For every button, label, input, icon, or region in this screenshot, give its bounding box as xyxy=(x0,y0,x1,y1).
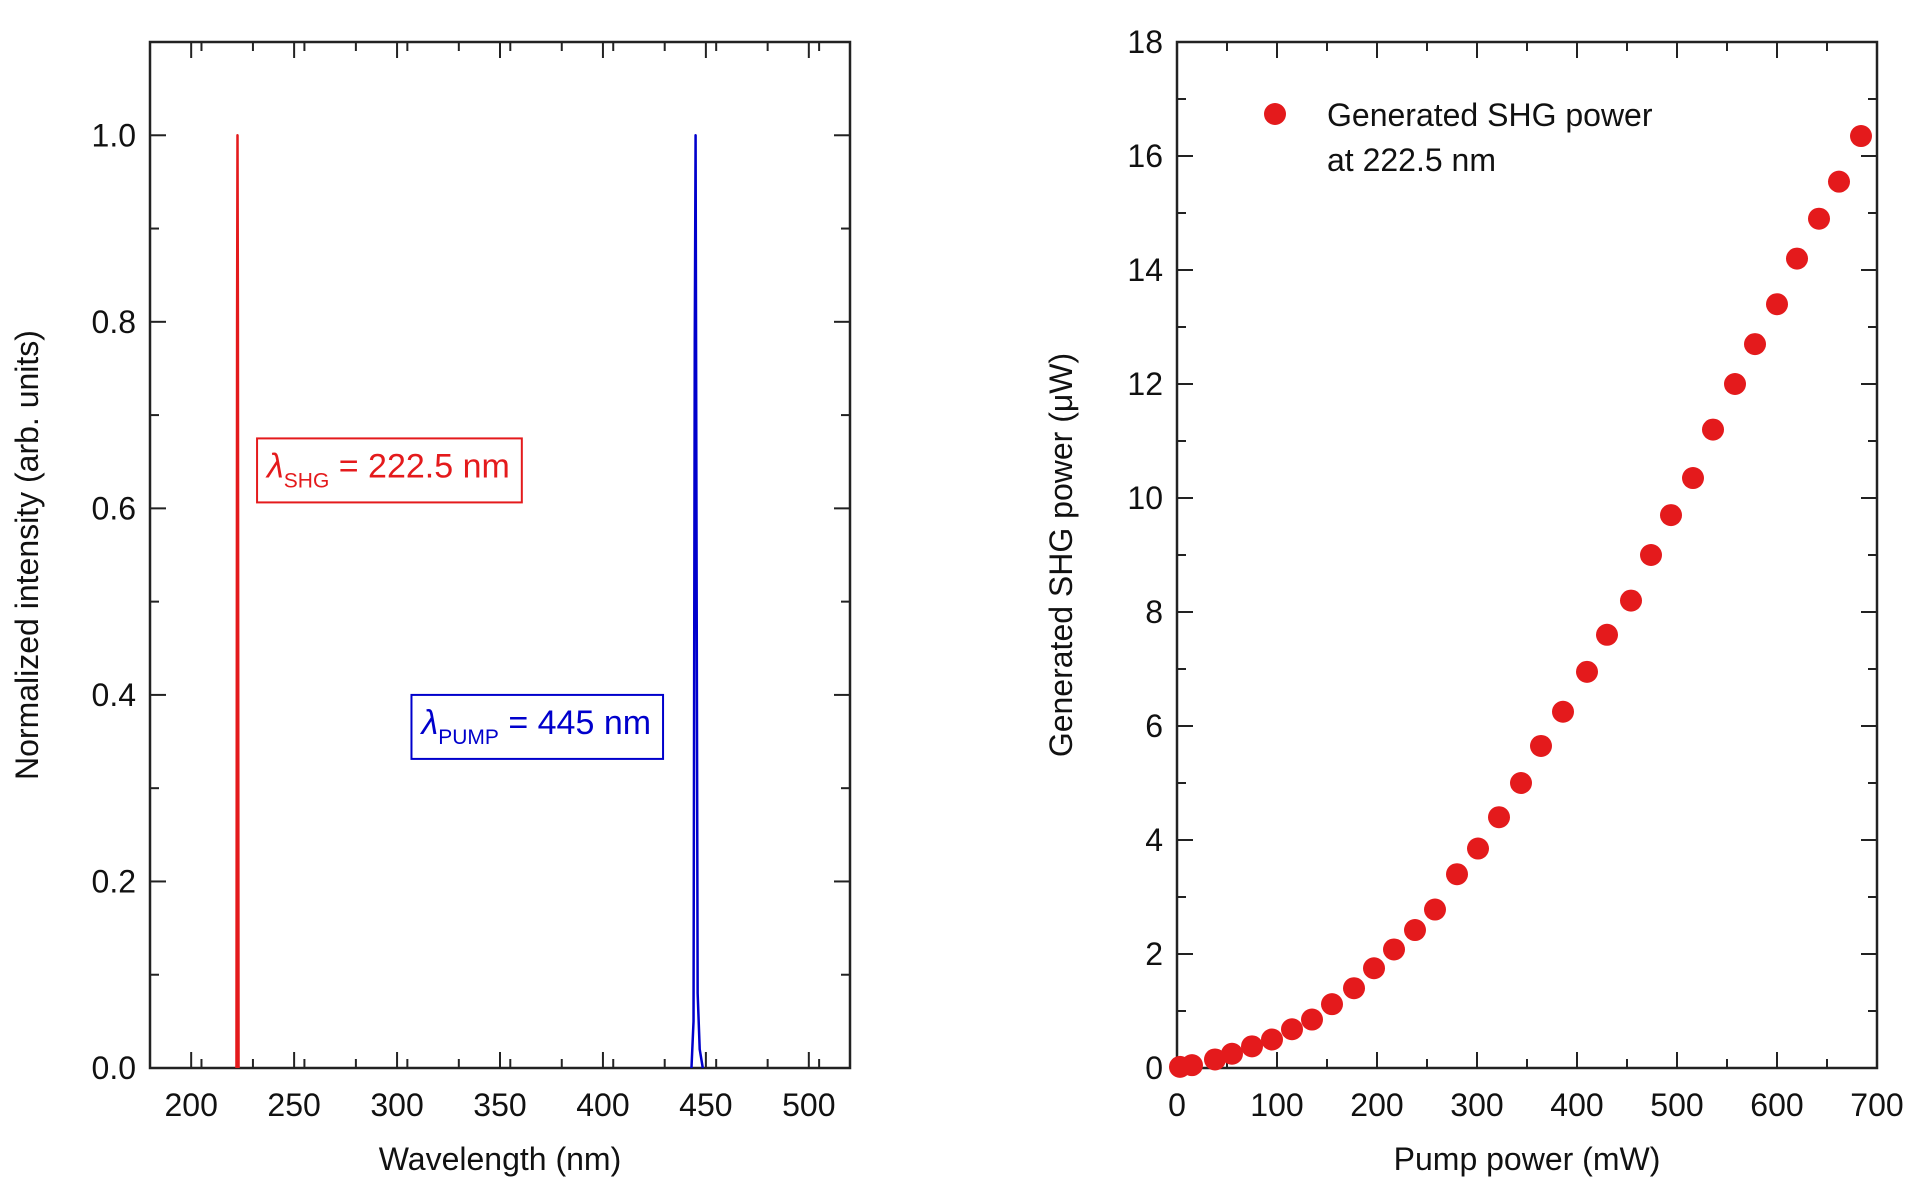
data-point xyxy=(1620,589,1642,612)
peak-label-2: λPUMP = 445 nm xyxy=(410,693,665,760)
data-point xyxy=(1221,1042,1243,1065)
data-point xyxy=(1261,1028,1283,1051)
data-point xyxy=(1850,125,1872,148)
data-point xyxy=(1424,898,1446,921)
data-point xyxy=(1576,660,1598,683)
x-tick-label: 200 xyxy=(1350,1087,1403,1123)
y-tick-label: 12 xyxy=(1127,366,1163,402)
data-point xyxy=(1766,293,1788,316)
lambda-subscript: SHG xyxy=(284,469,330,492)
data-point xyxy=(1181,1054,1203,1077)
data-point xyxy=(1596,623,1618,646)
peak-value-text: = 445 nm xyxy=(499,704,651,742)
x-tick-label: 500 xyxy=(1650,1087,1703,1123)
x-tick-label: 350 xyxy=(473,1087,526,1123)
data-point xyxy=(1343,977,1365,1000)
y-tick-label: 18 xyxy=(1127,24,1163,60)
plot-frame xyxy=(1175,40,1879,1070)
data-point xyxy=(1702,418,1724,441)
lambda-symbol: λ xyxy=(265,447,284,485)
y-tick-label: 8 xyxy=(1145,594,1163,630)
y-tick-label: 14 xyxy=(1127,252,1163,288)
y-tick-label: 6 xyxy=(1145,708,1163,744)
y-axis-title: Normalized intensity (arb. units) xyxy=(9,330,45,780)
data-point xyxy=(1786,247,1808,270)
data-point xyxy=(1404,919,1426,942)
y-axis-title: Generated SHG power (μW) xyxy=(1043,353,1079,757)
x-tick-label: 600 xyxy=(1750,1087,1803,1123)
x-tick-label: 300 xyxy=(370,1087,423,1123)
x-axis-title: Pump power (mW) xyxy=(1394,1141,1661,1177)
x-tick-label: 500 xyxy=(782,1087,835,1123)
peak-label-box xyxy=(410,693,665,760)
y-tick-label: 1.0 xyxy=(92,117,136,153)
data-point xyxy=(1744,333,1766,356)
data-point xyxy=(1660,504,1682,527)
spectrum-line-1 xyxy=(235,134,240,1069)
y-tick-label: 10 xyxy=(1127,480,1163,516)
data-point xyxy=(1241,1035,1263,1058)
y-tick-label: 0.6 xyxy=(92,490,136,526)
data-point xyxy=(1383,938,1405,961)
lambda-symbol: λ xyxy=(419,704,438,742)
x-tick-label: 400 xyxy=(576,1087,629,1123)
y-tick-label: 4 xyxy=(1145,822,1163,858)
x-axis-title: Wavelength (nm) xyxy=(379,1141,621,1177)
x-tick-label: 300 xyxy=(1450,1087,1503,1123)
y-tick-label: 0.2 xyxy=(92,863,136,899)
peak-value-text: = 222.5 nm xyxy=(329,447,510,485)
spectrum-chart: 200 250 300 350 400 450 500 0.0 0.2 0.4 0.6 0.8 1.0 W… xyxy=(9,40,852,1177)
x-tick-label: 700 xyxy=(1850,1087,1903,1123)
data-point xyxy=(1281,1018,1303,1041)
x-tick-label: 250 xyxy=(267,1087,320,1123)
x-tick-label: 400 xyxy=(1550,1087,1603,1123)
data-point xyxy=(1808,207,1830,230)
peak-label-box xyxy=(256,437,523,504)
peak-label-text: λPUMP = 445 nm xyxy=(419,704,651,749)
legend-label: Generated SHG power xyxy=(1327,97,1653,133)
legend-marker xyxy=(1264,103,1286,125)
x-tick-label: 0 xyxy=(1168,1087,1186,1123)
peak-label-text: λSHG = 222.5 nm xyxy=(265,447,510,492)
spectrum-line-2 xyxy=(690,134,705,1069)
y-tick-label: 0.0 xyxy=(92,1050,136,1086)
y-tick-label: 0.4 xyxy=(92,677,136,713)
data-point xyxy=(1446,863,1468,886)
data-point xyxy=(1828,170,1850,193)
data-point xyxy=(1301,1008,1323,1031)
y-tick-label: 0 xyxy=(1145,1050,1163,1086)
plot-frame xyxy=(148,40,852,1070)
data-point xyxy=(1321,993,1343,1016)
y-tick-label: 16 xyxy=(1127,138,1163,174)
lambda-subscript: PUMP xyxy=(438,726,499,749)
peak-label-1: λSHG = 222.5 nm xyxy=(256,437,523,504)
y-tick-label: 2 xyxy=(1145,936,1163,972)
data-point xyxy=(1204,1048,1226,1071)
legend-label: at 222.5 nm xyxy=(1327,142,1496,178)
x-tick-label: 200 xyxy=(164,1087,217,1123)
x-tick-label: 100 xyxy=(1250,1087,1303,1123)
data-point xyxy=(1682,467,1704,490)
data-point xyxy=(1640,544,1662,566)
x-tick-label: 450 xyxy=(679,1087,732,1123)
legend: Generated SHG power at 222.5 nm xyxy=(1264,97,1653,178)
data-point xyxy=(1724,373,1746,395)
data-point xyxy=(1363,957,1385,980)
data-point xyxy=(1552,700,1574,723)
y-tick-label: 0.8 xyxy=(92,304,136,340)
data-point xyxy=(1510,772,1532,794)
data-point xyxy=(1467,837,1489,860)
data-point xyxy=(1488,806,1510,829)
shg-power-chart: 0 100 200 300 400 500 600 700 0 2 4 6 8 10 12 14 16 18 Pum… xyxy=(1043,24,1904,1177)
data-point xyxy=(1530,734,1552,757)
